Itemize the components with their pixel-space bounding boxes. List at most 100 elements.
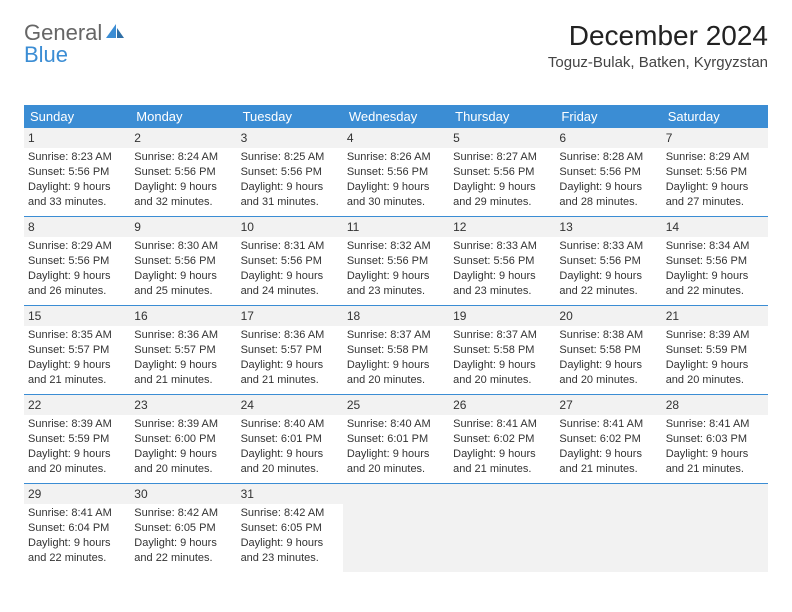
daylight-text: Daylight: 9 hours and 31 minutes. [241, 180, 339, 210]
daylight-text: Daylight: 9 hours and 20 minutes. [347, 447, 445, 477]
daylight-text: Daylight: 9 hours and 21 minutes. [28, 358, 126, 388]
day-cell: 1Sunrise: 8:23 AMSunset: 5:56 PMDaylight… [24, 128, 130, 216]
day-body: Sunrise: 8:25 AMSunset: 5:56 PMDaylight:… [237, 148, 343, 213]
sunset-text: Sunset: 6:05 PM [241, 521, 339, 536]
sunset-text: Sunset: 5:56 PM [453, 165, 551, 180]
day-cell: 19Sunrise: 8:37 AMSunset: 5:58 PMDayligh… [449, 306, 555, 394]
sunrise-text: Sunrise: 8:41 AM [28, 506, 126, 521]
sunset-text: Sunset: 6:05 PM [134, 521, 232, 536]
sail-icon [104, 20, 126, 46]
day-body: Sunrise: 8:27 AMSunset: 5:56 PMDaylight:… [449, 148, 555, 213]
day-cell: 10Sunrise: 8:31 AMSunset: 5:56 PMDayligh… [237, 217, 343, 305]
sunset-text: Sunset: 5:58 PM [453, 343, 551, 358]
day-body: Sunrise: 8:29 AMSunset: 5:56 PMDaylight:… [662, 148, 768, 213]
sunset-text: Sunset: 6:01 PM [241, 432, 339, 447]
day-header-row: Sunday Monday Tuesday Wednesday Thursday… [24, 105, 768, 128]
daylight-text: Daylight: 9 hours and 27 minutes. [666, 180, 764, 210]
daylight-text: Daylight: 9 hours and 20 minutes. [28, 447, 126, 477]
month-title: December 2024 [548, 20, 768, 52]
sunrise-text: Sunrise: 8:39 AM [28, 417, 126, 432]
daylight-text: Daylight: 9 hours and 20 minutes. [347, 358, 445, 388]
day-cell: 12Sunrise: 8:33 AMSunset: 5:56 PMDayligh… [449, 217, 555, 305]
sunrise-text: Sunrise: 8:31 AM [241, 239, 339, 254]
week-row: 29Sunrise: 8:41 AMSunset: 6:04 PMDayligh… [24, 483, 768, 572]
day-body: Sunrise: 8:33 AMSunset: 5:56 PMDaylight:… [449, 237, 555, 302]
day-body: Sunrise: 8:33 AMSunset: 5:56 PMDaylight:… [555, 237, 661, 302]
sunset-text: Sunset: 6:01 PM [347, 432, 445, 447]
sunrise-text: Sunrise: 8:37 AM [453, 328, 551, 343]
day-cell: 6Sunrise: 8:28 AMSunset: 5:56 PMDaylight… [555, 128, 661, 216]
sunset-text: Sunset: 5:57 PM [134, 343, 232, 358]
day-body: Sunrise: 8:37 AMSunset: 5:58 PMDaylight:… [449, 326, 555, 391]
title-block: December 2024 Toguz-Bulak, Batken, Kyrgy… [548, 20, 768, 71]
week-row: 22Sunrise: 8:39 AMSunset: 5:59 PMDayligh… [24, 394, 768, 483]
day-header-saturday: Saturday [662, 105, 768, 128]
day-number: 9 [130, 217, 236, 237]
day-number: 11 [343, 217, 449, 237]
daylight-text: Daylight: 9 hours and 21 minutes. [453, 447, 551, 477]
day-cell: 29Sunrise: 8:41 AMSunset: 6:04 PMDayligh… [24, 484, 130, 572]
daylight-text: Daylight: 9 hours and 21 minutes. [559, 447, 657, 477]
day-body: Sunrise: 8:32 AMSunset: 5:56 PMDaylight:… [343, 237, 449, 302]
day-number: 23 [130, 395, 236, 415]
day-number: 14 [662, 217, 768, 237]
week-row: 15Sunrise: 8:35 AMSunset: 5:57 PMDayligh… [24, 305, 768, 394]
sunrise-text: Sunrise: 8:35 AM [28, 328, 126, 343]
day-body: Sunrise: 8:29 AMSunset: 5:56 PMDaylight:… [24, 237, 130, 302]
sunset-text: Sunset: 5:56 PM [134, 165, 232, 180]
day-body: Sunrise: 8:30 AMSunset: 5:56 PMDaylight:… [130, 237, 236, 302]
daylight-text: Daylight: 9 hours and 32 minutes. [134, 180, 232, 210]
day-body: Sunrise: 8:41 AMSunset: 6:02 PMDaylight:… [449, 415, 555, 480]
day-body: Sunrise: 8:41 AMSunset: 6:02 PMDaylight:… [555, 415, 661, 480]
day-header-monday: Monday [130, 105, 236, 128]
day-number: 22 [24, 395, 130, 415]
sunset-text: Sunset: 5:57 PM [241, 343, 339, 358]
day-cell: 16Sunrise: 8:36 AMSunset: 5:57 PMDayligh… [130, 306, 236, 394]
sunrise-text: Sunrise: 8:30 AM [134, 239, 232, 254]
day-cell: 5Sunrise: 8:27 AMSunset: 5:56 PMDaylight… [449, 128, 555, 216]
day-body: Sunrise: 8:26 AMSunset: 5:56 PMDaylight:… [343, 148, 449, 213]
day-cell: 28Sunrise: 8:41 AMSunset: 6:03 PMDayligh… [662, 395, 768, 483]
day-cell: 17Sunrise: 8:36 AMSunset: 5:57 PMDayligh… [237, 306, 343, 394]
sunrise-text: Sunrise: 8:27 AM [453, 150, 551, 165]
day-header-sunday: Sunday [24, 105, 130, 128]
day-cell [662, 484, 768, 572]
day-body: Sunrise: 8:36 AMSunset: 5:57 PMDaylight:… [130, 326, 236, 391]
day-cell [555, 484, 661, 572]
day-number: 7 [662, 128, 768, 148]
day-number: 30 [130, 484, 236, 504]
day-body: Sunrise: 8:40 AMSunset: 6:01 PMDaylight:… [343, 415, 449, 480]
day-cell: 20Sunrise: 8:38 AMSunset: 5:58 PMDayligh… [555, 306, 661, 394]
sunrise-text: Sunrise: 8:39 AM [134, 417, 232, 432]
day-number: 2 [130, 128, 236, 148]
day-number: 6 [555, 128, 661, 148]
day-cell: 8Sunrise: 8:29 AMSunset: 5:56 PMDaylight… [24, 217, 130, 305]
daylight-text: Daylight: 9 hours and 23 minutes. [241, 536, 339, 566]
sunset-text: Sunset: 5:58 PM [559, 343, 657, 358]
daylight-text: Daylight: 9 hours and 33 minutes. [28, 180, 126, 210]
day-cell: 2Sunrise: 8:24 AMSunset: 5:56 PMDaylight… [130, 128, 236, 216]
day-cell: 18Sunrise: 8:37 AMSunset: 5:58 PMDayligh… [343, 306, 449, 394]
day-number: 15 [24, 306, 130, 326]
daylight-text: Daylight: 9 hours and 28 minutes. [559, 180, 657, 210]
daylight-text: Daylight: 9 hours and 20 minutes. [241, 447, 339, 477]
sunset-text: Sunset: 5:56 PM [666, 254, 764, 269]
day-number: 18 [343, 306, 449, 326]
day-number: 20 [555, 306, 661, 326]
day-number: 4 [343, 128, 449, 148]
day-cell: 30Sunrise: 8:42 AMSunset: 6:05 PMDayligh… [130, 484, 236, 572]
sunset-text: Sunset: 5:57 PM [28, 343, 126, 358]
sunset-text: Sunset: 5:56 PM [559, 165, 657, 180]
sunset-text: Sunset: 5:56 PM [28, 254, 126, 269]
day-body: Sunrise: 8:42 AMSunset: 6:05 PMDaylight:… [130, 504, 236, 569]
sunrise-text: Sunrise: 8:40 AM [347, 417, 445, 432]
day-cell [343, 484, 449, 572]
daylight-text: Daylight: 9 hours and 25 minutes. [134, 269, 232, 299]
day-cell [449, 484, 555, 572]
sunset-text: Sunset: 5:56 PM [241, 165, 339, 180]
day-number: 24 [237, 395, 343, 415]
day-body: Sunrise: 8:41 AMSunset: 6:04 PMDaylight:… [24, 504, 130, 569]
sunset-text: Sunset: 6:02 PM [453, 432, 551, 447]
day-body: Sunrise: 8:39 AMSunset: 5:59 PMDaylight:… [24, 415, 130, 480]
day-body: Sunrise: 8:40 AMSunset: 6:01 PMDaylight:… [237, 415, 343, 480]
